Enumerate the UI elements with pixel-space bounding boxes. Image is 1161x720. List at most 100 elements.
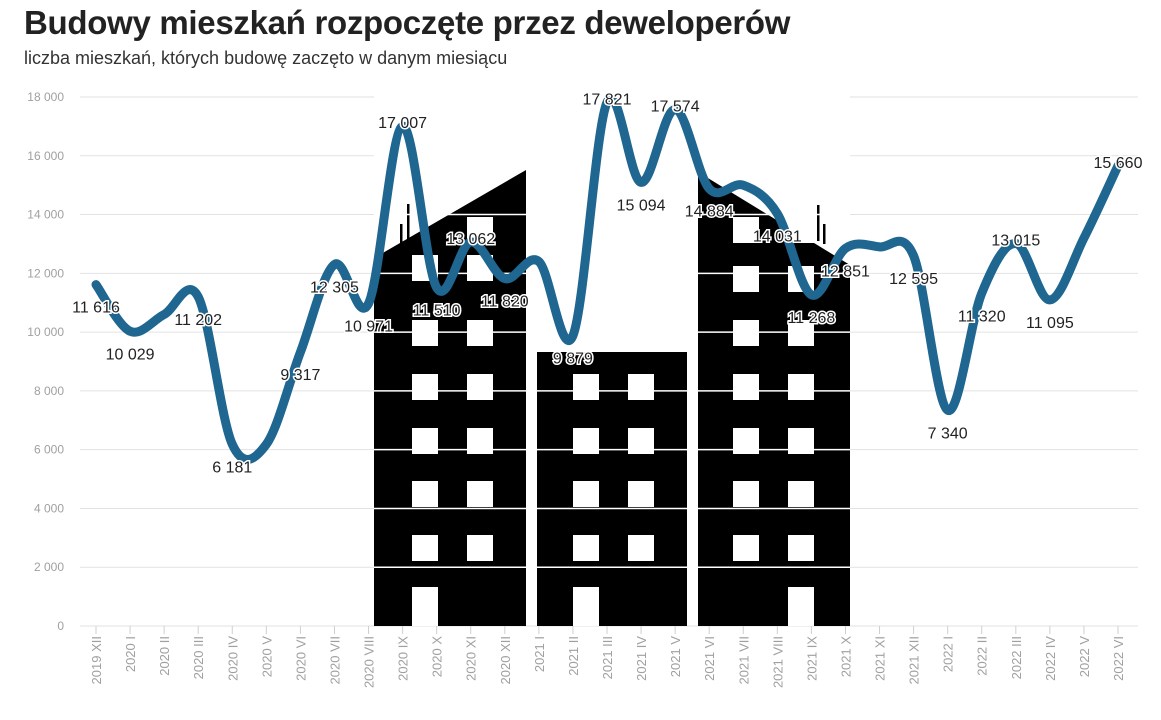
building-middle-window: [628, 481, 654, 507]
building-left-window: [467, 535, 493, 561]
antenna: [817, 205, 820, 241]
data-point: [1049, 299, 1051, 301]
x-tick-label: 2022 V: [1077, 636, 1092, 678]
data-point: [470, 241, 472, 243]
data-label: 14 884: [685, 204, 734, 221]
data-label: 17 821: [583, 91, 632, 108]
building-middle-window: [628, 535, 654, 561]
data-label: 10 029: [106, 346, 155, 363]
y-tick-label: 16 000: [27, 149, 64, 163]
x-tick-label: 2020 X: [430, 636, 445, 678]
building-right-window: [788, 535, 814, 561]
data-point: [879, 246, 881, 248]
series-path: [91, 94, 1123, 464]
x-tick-label: 2021 IX: [804, 636, 819, 681]
data-point: [368, 303, 370, 305]
data-label: 17 007: [378, 115, 427, 132]
x-tick-label: 2022 II: [975, 636, 990, 676]
building-right-window: [788, 481, 814, 507]
building-right-window: [788, 374, 814, 400]
data-point: [538, 261, 540, 263]
building-left-window: [467, 481, 493, 507]
building-right-window: [733, 374, 759, 400]
x-tick-label: 2020 II: [157, 636, 172, 676]
x-tick-label: 2022 IV: [1043, 636, 1058, 681]
x-tick-label: 2022 III: [1009, 636, 1024, 679]
x-tick-label: 2021 V: [668, 636, 683, 678]
data-point: [436, 287, 438, 289]
building-right-window: [788, 320, 814, 346]
data-point: [231, 443, 233, 445]
x-tick-label: 2021 IV: [634, 636, 649, 681]
data-point: [947, 409, 949, 411]
y-tick-label: 12 000: [27, 266, 64, 280]
data-point: [402, 125, 404, 127]
data-point: [1015, 243, 1017, 245]
chart-subtitle: liczba mieszkań, których budowę zaczęto …: [24, 48, 508, 68]
series-line: [91, 94, 1123, 464]
data-point: [606, 101, 608, 103]
data-point: [1083, 237, 1085, 239]
door: [573, 587, 599, 626]
building-middle-window: [573, 535, 599, 561]
data-label: 15 660: [1094, 155, 1143, 172]
x-tick-label: 2020 III: [191, 636, 206, 679]
data-point: [981, 292, 983, 294]
building-middle-window: [573, 374, 599, 400]
data-point: [1117, 165, 1119, 167]
data-label: 7 340: [928, 425, 968, 442]
data-point: [197, 296, 199, 298]
data-label: 15 094: [617, 197, 666, 214]
data-point: [299, 351, 301, 353]
data-point: [708, 188, 710, 190]
x-tick-label: 2021 VIII: [770, 636, 785, 688]
building-left-window: [467, 320, 493, 346]
data-label: 9 317: [280, 367, 320, 384]
x-tick-label: 2020 V: [259, 636, 274, 678]
data-label: 6 181: [212, 459, 252, 476]
building-left: [374, 170, 526, 626]
data-point: [572, 335, 574, 337]
building-middle-window: [573, 481, 599, 507]
data-label: 13 062: [446, 231, 495, 248]
x-tick-label: 2020 VII: [327, 636, 342, 684]
data-point: [265, 443, 267, 445]
data-point: [129, 330, 131, 332]
x-tick-label: 2020 VIII: [362, 636, 377, 688]
data-label: 11 202: [174, 312, 222, 329]
y-axis-ticks: 0 2 000 4 000 6 000 8 000 10 000 12 000 14 000 1…: [27, 90, 64, 633]
x-axis-ticks: 2019 XII 2020 I 2020 II 2020 III 2020 IV 2020…: [89, 626, 1126, 688]
x-tick-label: 2021 II: [566, 636, 581, 676]
y-tick-label: 14 000: [27, 208, 64, 222]
chart-title: Budowy mieszkań rozpoczęte przez dewelop…: [24, 4, 791, 41]
y-tick-label: 18 000: [27, 90, 64, 104]
data-point: [844, 247, 846, 249]
data-point: [95, 284, 97, 286]
building-right-window: [733, 266, 759, 292]
data-point: [776, 213, 778, 215]
data-label: 13 015: [991, 233, 1040, 250]
x-tick-label: 2022 VI: [1111, 636, 1126, 681]
x-tick-label: 2020 VI: [293, 636, 308, 681]
y-tick-label: 2 000: [34, 560, 64, 574]
building-left-window: [412, 320, 438, 346]
y-tick-label: 8 000: [34, 384, 64, 398]
x-tick-label: 2021 VI: [702, 636, 717, 681]
building-middle: [537, 352, 687, 626]
data-label: 12 851: [821, 263, 870, 280]
building-right-window: [733, 320, 759, 346]
x-tick-label: 2020 IV: [225, 636, 240, 681]
data-point: [333, 263, 335, 265]
data-point: [674, 109, 676, 111]
data-label: 12 305: [310, 279, 359, 296]
data-label: 10 971: [344, 319, 393, 336]
x-tick-label: 2020 XI: [464, 636, 479, 681]
building-left-window: [412, 374, 438, 400]
data-point: [640, 181, 642, 183]
x-tick-label: 2021 X: [838, 636, 853, 678]
data-labels: 11 616 10 029 11 202 6 181 9 317 12 305 10 971…: [71, 90, 1144, 478]
data-label: 11 616: [72, 300, 120, 317]
data-point: [742, 184, 744, 186]
x-tick-label: 2019 XII: [89, 636, 104, 684]
x-tick-label: 2020 XII: [498, 636, 513, 684]
